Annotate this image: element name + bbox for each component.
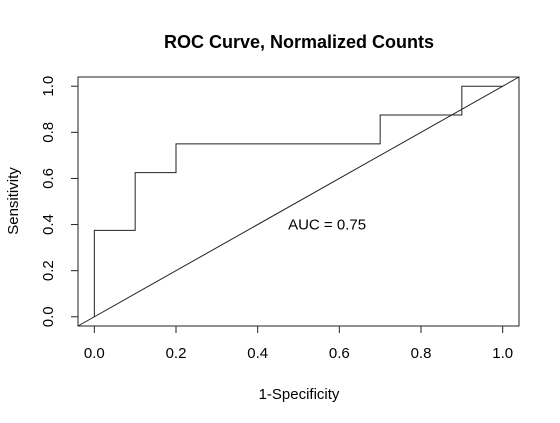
y-axis-label: Sensitivity (5, 167, 22, 235)
y-tick-label: 0.2 (40, 260, 57, 281)
roc-curve-line (93, 85, 503, 317)
reference-diagonal-line (77, 76, 520, 327)
y-tick-label: 0.6 (40, 168, 57, 189)
x-axis: 0.0 0.2 0.4 0.6 0.8 1.0 (84, 326, 513, 362)
auc-annotation: AUC = 0.75 (288, 217, 366, 234)
y-axis: 0.0 0.2 0.4 0.6 0.8 1.0 (40, 76, 78, 327)
y-tick-label: 0.0 (40, 306, 57, 327)
chart-title: ROC Curve, Normalized Counts (164, 32, 434, 52)
x-axis-label: 1-Specificity (259, 386, 340, 403)
x-tick-label: 0.2 (166, 345, 187, 362)
y-tick-label: 0.4 (40, 214, 57, 235)
x-tick-label: 0.8 (411, 345, 432, 362)
plot-frame (77, 76, 520, 327)
x-tick-label: 0.0 (84, 345, 105, 362)
x-tick-label: 1.0 (492, 345, 513, 362)
annotations: AUC = 0.75 (288, 217, 366, 234)
y-tick-label: 0.8 (40, 122, 57, 143)
y-tick-label: 1.0 (40, 76, 57, 97)
x-tick-label: 0.6 (329, 345, 350, 362)
x-tick-label: 0.4 (247, 345, 268, 362)
